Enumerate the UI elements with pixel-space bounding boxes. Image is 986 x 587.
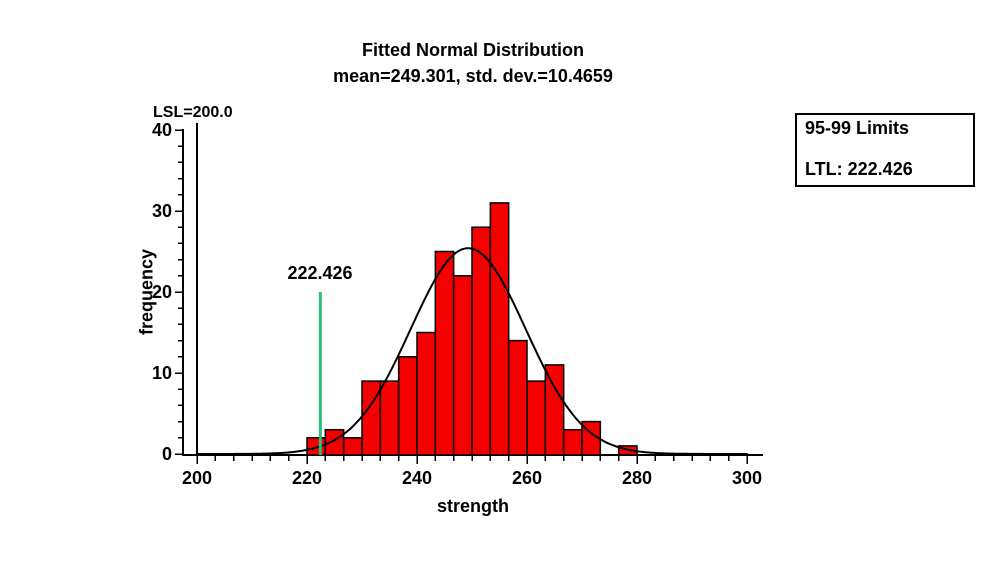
histogram-bar [562,428,583,456]
histogram-bar [397,356,418,456]
histogram-bar [434,250,455,456]
histogram-bar [361,380,382,456]
histogram-bar [471,226,492,456]
x-tick-label: 300 [732,468,762,488]
histogram-bar [342,437,363,456]
y-tick-label: 10 [152,363,172,383]
x-axis-title: strength [437,496,509,516]
histogram-bar [452,275,473,456]
histogram-bar [379,380,400,456]
legend-title: 95-99 Limits [805,118,910,138]
histogram-bar [526,380,547,456]
histogram-bar [489,202,510,456]
y-tick-label: 0 [162,444,172,464]
x-tick-label: 220 [292,468,322,488]
x-tick-label: 280 [622,468,652,488]
x-tick-label: 260 [512,468,542,488]
legend-box: 95-99 Limits LTL: 222.426 [795,113,975,187]
lsl-label: LSL=200.0 [153,104,233,121]
chart-subtitle: mean=249.301, std. dev.=10.4659 [333,66,613,86]
y-axis-title: frequency [136,248,157,336]
y-tick-label: 40 [152,120,172,140]
x-tick-label: 200 [182,468,212,488]
ltl-value-annotation: 222.426 [287,263,353,283]
histogram-bar [544,364,565,456]
legend-entry: LTL: 222.426 [805,159,913,179]
x-tick-label: 240 [402,468,432,488]
histogram-bar [416,331,437,456]
y-tick-label: 30 [152,201,172,221]
chart-title: Fitted Normal Distribution [362,40,584,60]
y-tick-label: 20 [152,282,172,302]
histogram-bar [507,339,528,456]
normal-curve [196,247,748,455]
